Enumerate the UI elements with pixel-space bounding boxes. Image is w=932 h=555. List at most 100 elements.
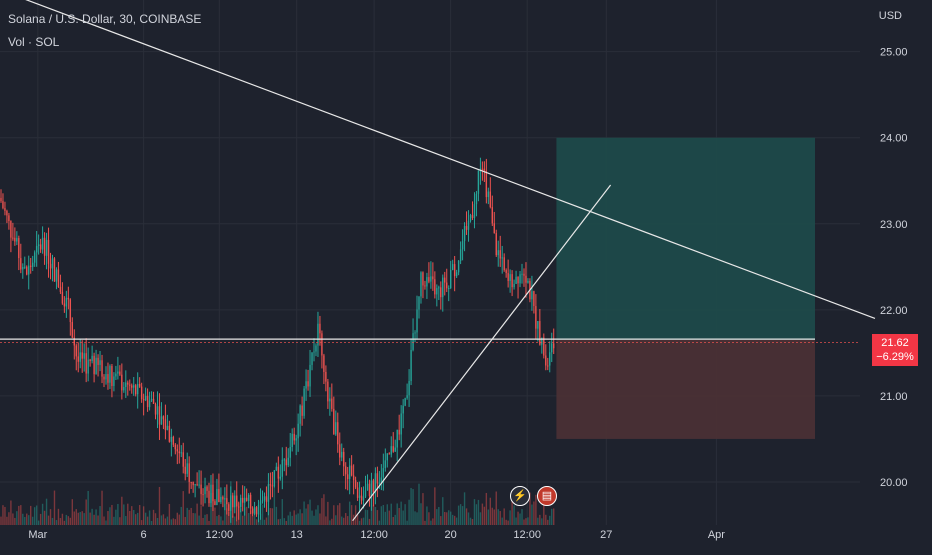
- volume-bar: [517, 511, 519, 525]
- volume-bar: [249, 510, 252, 525]
- candle-body: [438, 287, 440, 289]
- candle-body: [446, 282, 448, 289]
- currency-label[interactable]: USD: [878, 10, 902, 22]
- volume-bar: [136, 512, 139, 525]
- volume-bar: [140, 520, 143, 525]
- candle-body: [313, 351, 315, 353]
- symbol-title[interactable]: Solana / U.S. Dollar, 30, COINBASE: [8, 12, 202, 26]
- candle-body: [140, 386, 143, 400]
- candle-body: [241, 497, 244, 503]
- volume-bar: [184, 516, 186, 525]
- volume-bar: [493, 509, 495, 525]
- volume-bar: [297, 513, 299, 525]
- volume-bar: [51, 517, 54, 525]
- candle-body: [148, 400, 151, 408]
- volume-bar: [47, 515, 50, 525]
- candle-body: [247, 494, 250, 501]
- candle-body: [212, 484, 214, 502]
- volume-bar: [331, 518, 333, 525]
- candle-body: [16, 238, 18, 242]
- volume-bar: [509, 510, 511, 525]
- volume-bar: [37, 520, 40, 525]
- us-flag-icon[interactable]: ▤: [537, 486, 557, 506]
- candle-body: [89, 359, 91, 361]
- volume-bar: [309, 499, 311, 525]
- volume-bar: [214, 507, 216, 525]
- volume-bar: [315, 509, 317, 525]
- candle-body: [226, 498, 228, 505]
- volume-bar: [313, 515, 315, 525]
- candle-body: [485, 170, 488, 198]
- volume-bar: [303, 501, 305, 525]
- candle-body: [273, 470, 276, 486]
- volume-indicator-label[interactable]: Vol · SOL: [8, 35, 60, 49]
- volume-bar: [113, 516, 115, 525]
- volume-bar: [133, 510, 135, 525]
- candle-body: [301, 405, 303, 416]
- volume-bar: [59, 518, 62, 525]
- volume-bar: [178, 514, 180, 525]
- candle-body: [303, 388, 305, 416]
- volume-bar: [8, 512, 10, 525]
- candle-body: [95, 357, 97, 375]
- candle-body: [236, 495, 238, 507]
- volume-bar: [523, 519, 525, 525]
- candle-body: [436, 288, 438, 295]
- y-tick-label: 22.00: [880, 305, 908, 317]
- candle-body: [186, 463, 188, 474]
- volume-bar: [154, 513, 157, 525]
- volume-bar: [463, 492, 466, 525]
- candle-body: [418, 296, 420, 310]
- candle-body: [428, 277, 430, 282]
- volume-bar: [287, 515, 289, 525]
- volume-bar: [200, 505, 202, 525]
- candle-body: [511, 274, 513, 288]
- candle-body: [372, 480, 375, 493]
- volume-bar: [49, 509, 52, 525]
- volume-bar: [240, 508, 242, 525]
- candle-body: [424, 285, 426, 287]
- candle-body: [444, 277, 446, 283]
- candle-body: [180, 452, 182, 454]
- candle-body: [192, 481, 194, 486]
- volume-bar: [348, 501, 351, 525]
- volume-bar: [117, 503, 119, 525]
- y-tick-label: 21.00: [880, 391, 908, 403]
- volume-bar: [275, 506, 278, 525]
- candle-body: [378, 482, 381, 484]
- volume-bar: [384, 511, 387, 525]
- volume-bar: [234, 516, 236, 525]
- volume-bar: [10, 500, 12, 525]
- lightning-icon[interactable]: ⚡: [510, 486, 530, 506]
- candle-body: [220, 496, 222, 503]
- volume-bar: [279, 518, 282, 525]
- candle-body: [85, 353, 87, 374]
- volume-bar: [188, 509, 190, 525]
- volume-bar: [230, 481, 232, 525]
- volume-bar: [186, 507, 188, 525]
- candle-body: [105, 374, 107, 380]
- x-tick-label: 12:00: [206, 529, 234, 541]
- volume-bar: [501, 517, 503, 525]
- candle-body: [67, 297, 70, 300]
- candle-body: [277, 466, 280, 479]
- candle-body: [196, 484, 198, 486]
- candle-body: [311, 352, 313, 365]
- candle-body: [358, 495, 361, 498]
- volume-bar: [317, 505, 319, 525]
- candle-body: [0, 197, 2, 202]
- volume-bar: [325, 516, 327, 525]
- candle-body: [533, 291, 535, 307]
- candle-body: [275, 466, 278, 471]
- candle-body: [97, 357, 99, 365]
- y-tick-label: 23.00: [880, 219, 908, 231]
- candle-body: [398, 429, 400, 435]
- volume-bar: [255, 519, 258, 525]
- volume-bar: [158, 486, 161, 525]
- volume-bar: [519, 513, 521, 525]
- volume-bar: [345, 513, 347, 525]
- candle-body: [103, 376, 105, 380]
- candle-body: [259, 501, 262, 505]
